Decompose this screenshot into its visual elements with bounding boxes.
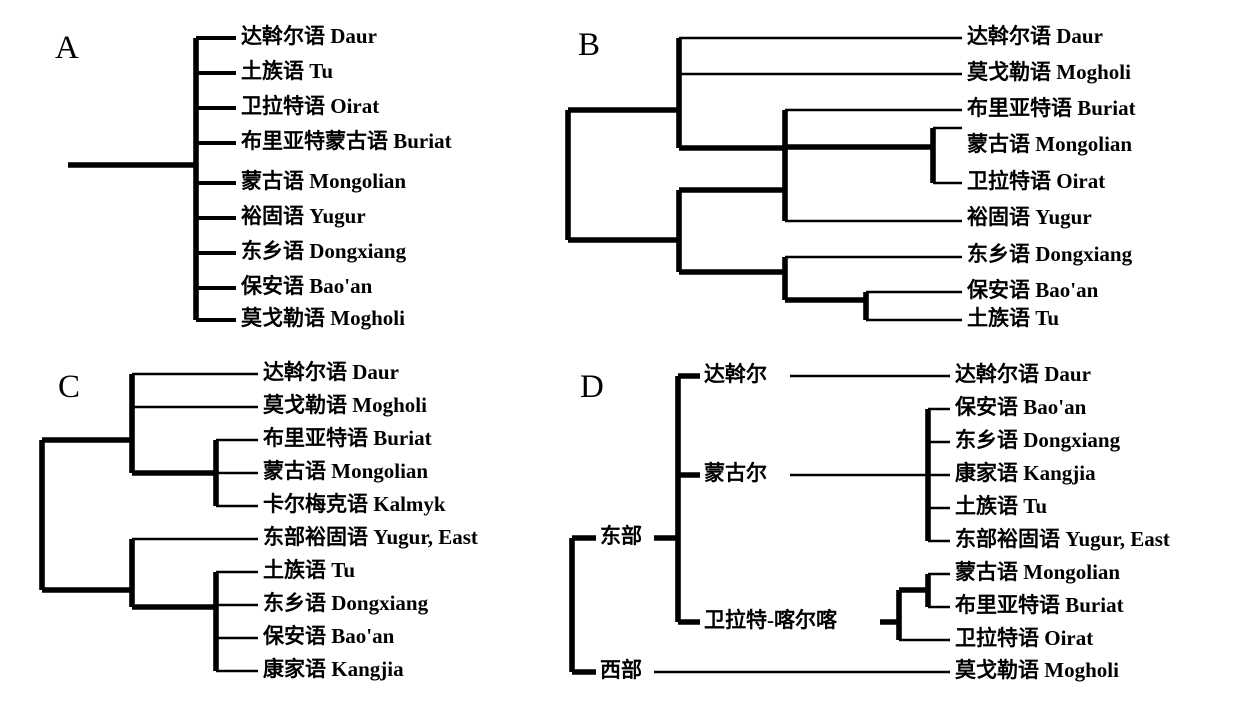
panel-d-taxon-label: 莫戈勒语 Mogholi <box>954 658 1119 682</box>
panel-d-node-label-mongghul: 蒙古尔 <box>704 461 767 485</box>
panel-c: C 达斡尔语 Daur 莫戈 <box>39 360 478 681</box>
panel-d-taxon-label: 康家语 Kangjia <box>955 461 1096 485</box>
panel-d-taxon-label: 达斡尔语 Daur <box>955 362 1091 386</box>
panel-c-taxon-label: 东乡语 Dongxiang <box>263 591 429 615</box>
panel-b-taxon-label: 卫拉特语 Oirat <box>967 169 1105 193</box>
panel-c-letter: C <box>58 369 80 405</box>
panel-b: B <box>565 24 1136 330</box>
panel-a-letter: A <box>55 30 79 66</box>
panel-a: A 达斡尔语 Daur 土族语 Tu 卫拉特语 Oirat 布里亚特蒙古语 Bu… <box>55 24 452 330</box>
panel-b-taxon-label: 莫戈勒语 Mogholi <box>966 60 1131 84</box>
panel-d-taxon-label: 土族语 Tu <box>955 494 1047 518</box>
panel-a-taxon-label: 土族语 Tu <box>241 59 333 83</box>
panel-b-taxon-label: 东乡语 Dongxiang <box>967 242 1133 266</box>
panel-a-taxon-label: 裕固语 Yugur <box>241 204 366 228</box>
panel-a-taxon-label: 布里亚特蒙古语 Buriat <box>241 129 452 153</box>
panel-c-taxon-label: 莫戈勒语 Mogholi <box>262 393 427 417</box>
panel-d-node-label-daur: 达斡尔 <box>704 362 767 386</box>
panel-c-taxon-label: 卡尔梅克语 Kalmyk <box>263 492 446 516</box>
panel-d-letter: D <box>580 369 604 405</box>
panel-b-taxon-label: 蒙古语 Mongolian <box>967 132 1132 156</box>
panel-c-taxon-label: 保安语 Bao'an <box>262 624 395 648</box>
panel-a-taxon-label: 莫戈勒语 Mogholi <box>240 306 405 330</box>
panel-c-taxon-label: 康家语 Kangjia <box>263 657 404 681</box>
panel-c-taxon-label: 东部裕固语 Yugur, East <box>263 525 478 549</box>
panel-c-taxon-label: 土族语 Tu <box>263 558 355 582</box>
panel-d: D 东部 西部 达斡尔 蒙古尔 <box>569 362 1170 682</box>
panel-a-taxon-label: 保安语 Bao'an <box>240 274 373 298</box>
panel-c-taxon-label: 蒙古语 Mongolian <box>263 459 428 483</box>
panel-d-taxon-label: 卫拉特语 Oirat <box>955 626 1093 650</box>
panel-b-taxon-label: 布里亚特语 Buriat <box>967 96 1136 120</box>
panel-d-node-label-east: 东部 <box>600 524 642 548</box>
panel-a-taxon-label: 东乡语 Dongxiang <box>241 239 407 263</box>
panel-b-taxon-label: 保安语 Bao'an <box>966 278 1099 302</box>
panel-d-node-label-west: 西部 <box>600 658 642 682</box>
panel-c-taxon-label: 达斡尔语 Daur <box>263 360 399 384</box>
panel-d-taxon-label: 蒙古语 Mongolian <box>955 560 1120 584</box>
panel-b-taxon-label: 达斡尔语 Daur <box>967 24 1103 48</box>
panel-a-taxon-label: 达斡尔语 Daur <box>241 24 377 48</box>
panel-d-taxon-label: 东乡语 Dongxiang <box>955 428 1121 452</box>
panel-d-taxon-label: 保安语 Bao'an <box>954 395 1087 419</box>
panel-c-taxon-label: 布里亚特语 Buriat <box>263 426 432 450</box>
panel-d-taxon-label: 东部裕固语 Yugur, East <box>955 527 1170 551</box>
panel-b-letter: B <box>578 27 600 63</box>
panel-a-taxon-label: 蒙古语 Mongolian <box>241 169 406 193</box>
panel-d-taxon-label: 布里亚特语 Buriat <box>955 593 1124 617</box>
panel-a-taxon-label: 卫拉特语 Oirat <box>241 94 379 118</box>
panel-d-node-label-oirat-khalkha: 卫拉特-喀尔喀 <box>704 608 837 632</box>
panel-b-taxon-label: 土族语 Tu <box>967 306 1059 330</box>
panel-b-taxon-label: 裕固语 Yugur <box>967 205 1092 229</box>
